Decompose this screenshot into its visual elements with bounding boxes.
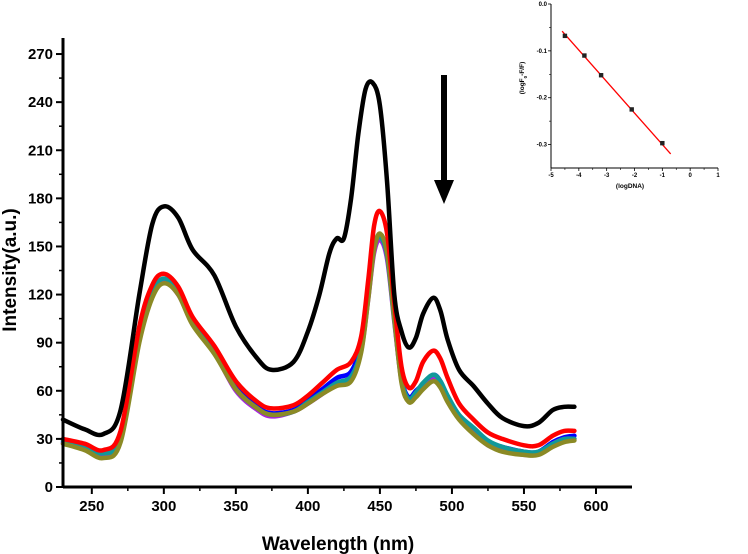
y-tick-label: 0 bbox=[45, 479, 53, 496]
inset-ticks: 0.0 -0.1 -0.2 -0.3 -5 -4 -3 -2 -1 0 1 bbox=[537, 2, 721, 179]
y-tick-label: 60 bbox=[36, 383, 53, 400]
inset-chart: 0.0 -0.1 -0.2 -0.3 -5 -4 -3 -2 -1 0 1 (logDNA) (lo… bbox=[519, 2, 720, 190]
inset-axes bbox=[550, 4, 718, 169]
main-axes bbox=[61, 38, 632, 489]
inset-fit-line bbox=[561, 30, 672, 155]
inset-y-tick-label: -0.3 bbox=[537, 143, 548, 149]
x-axis-title: Wavelength (nm) bbox=[262, 534, 414, 554]
main-chart: 0 30 60 90 120 150 180 210 240 270 250 300 350 400 450… bbox=[0, 38, 632, 554]
decrease-arrow-icon bbox=[434, 75, 454, 204]
y-tick-label: 120 bbox=[28, 287, 53, 304]
y-tick-label: 90 bbox=[36, 335, 53, 352]
inset-points-group bbox=[562, 33, 665, 146]
inset-y-axis-title: (logF0-F/F) bbox=[519, 62, 528, 94]
inset-data-point bbox=[629, 107, 634, 112]
inset-data-point bbox=[582, 53, 587, 58]
y-tick-label: 180 bbox=[28, 190, 53, 207]
x-tick-label: 450 bbox=[367, 498, 392, 515]
inset-x-tick-label: -4 bbox=[576, 173, 582, 179]
y-tick-label: 240 bbox=[28, 94, 53, 111]
series-line-olive bbox=[60, 231, 577, 461]
inset-data-point bbox=[660, 140, 665, 146]
x-tick-label: 250 bbox=[79, 498, 104, 515]
series-line-red bbox=[60, 208, 577, 453]
inset-y-tick-label: 0.0 bbox=[539, 2, 548, 8]
inset-x-axis-title: (logDNA) bbox=[616, 183, 644, 190]
inset-fit-line-group bbox=[561, 30, 672, 155]
inset-x-tick-label: 1 bbox=[716, 173, 720, 179]
y-axis-title: Intensity(a.u.) bbox=[0, 208, 21, 332]
inset-y-tick-label: -0.2 bbox=[537, 96, 548, 102]
x-tick-label: 500 bbox=[439, 498, 464, 515]
inset-x-tick-label: -1 bbox=[660, 173, 666, 179]
x-tick-label: 350 bbox=[223, 498, 248, 515]
inset-x-tick-label: -2 bbox=[632, 173, 638, 179]
main-ticks: 0 30 60 90 120 150 180 210 240 270 250 300 350 400 450… bbox=[28, 46, 609, 515]
inset-x-tick-label: -5 bbox=[548, 173, 554, 179]
series-line-black bbox=[60, 79, 577, 438]
x-tick-label: 550 bbox=[511, 498, 536, 515]
inset-y-tick-label: -0.1 bbox=[537, 49, 548, 55]
inset-x-tick-label: 0 bbox=[688, 173, 692, 179]
y-tick-label: 150 bbox=[28, 238, 53, 255]
y-tick-label: 270 bbox=[28, 46, 53, 63]
x-tick-label: 400 bbox=[295, 498, 320, 515]
x-tick-label: 300 bbox=[151, 498, 176, 515]
main-series-group bbox=[60, 79, 577, 461]
y-tick-label: 210 bbox=[28, 142, 53, 159]
inset-data-point bbox=[598, 73, 604, 78]
x-tick-label: 600 bbox=[583, 498, 608, 515]
inset-x-tick-label: -3 bbox=[604, 173, 610, 179]
y-tick-label: 30 bbox=[36, 431, 53, 448]
inset-data-point bbox=[562, 33, 568, 39]
